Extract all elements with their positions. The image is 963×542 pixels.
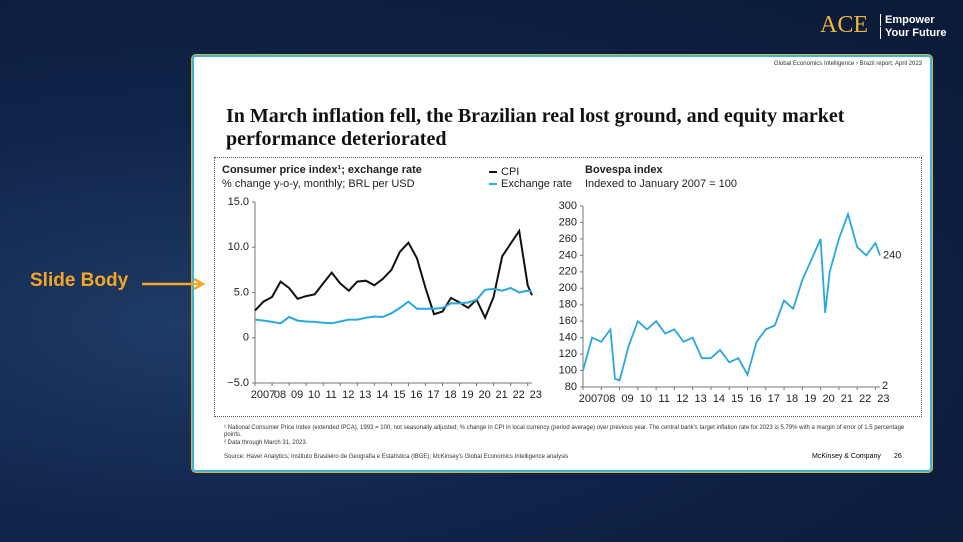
brand-tagline: Your Future [880,27,947,39]
y-tick-label: 180 [559,299,577,311]
x-tick-label: 08 [274,389,286,401]
x-tick-label: 18 [444,389,456,401]
x-tick-label: 09 [621,393,633,405]
y-tick-label: 140 [559,332,577,344]
x-tick-label: 22 [513,389,525,401]
y-tick-label: 5.0 [234,286,249,298]
x-tick-label: 20 [822,393,834,405]
footnote: ¹ National Consumer Price Index (extende… [224,425,905,438]
y-tick-label: 200 [559,282,577,294]
y-tick-label: 15.0 [228,196,249,208]
x-tick-label: 10 [308,389,320,401]
y-tick-label: 300 [559,200,577,212]
y-tick-label: 10.0 [228,241,249,253]
y-tick-label: 220 [559,266,577,278]
x-tick-label: 13 [695,393,707,405]
data-line [254,228,533,321]
end-label: 240 [883,249,901,261]
y-tick-label: 280 [559,216,577,228]
x-tick-label: 21 [841,393,853,405]
x-tick-label: 19 [461,389,473,401]
y-tick-label: 260 [559,233,577,245]
chart-title: Bovespa index [585,164,664,176]
slide-header: Global Economics Intelligence › Brazil r… [773,61,922,67]
legend-label: CPI [501,166,519,178]
x-tick-label: 11 [658,393,669,405]
x-tick-label: 15 [731,393,743,405]
y-tick-label: 100 [559,364,577,376]
chart-title: Consumer price index¹; exchange rate [222,164,422,176]
y-tick-label: −5.0 [227,377,249,389]
x-tick-label: 09 [291,389,303,401]
x-tick-label: 22 [859,393,871,405]
x-tick-label: 16 [410,389,422,401]
brand-tagline: Empower [880,14,935,26]
x-tick-label: 21 [496,389,508,401]
x-tick-label: 13 [359,389,371,401]
company: McKinsey & Company [812,453,881,460]
source: Source: Haver Analytics; Instituto Brasi… [224,454,569,460]
x-tick-label: 11 [325,389,336,401]
slide-title: In March inflation fell, the Brazilian r… [226,105,845,150]
axis-footnote: 2 [882,380,888,392]
x-tick-label: 10 [640,393,652,405]
x-tick-label: 20 [478,389,490,401]
x-tick-label: 16 [749,393,761,405]
chart-subtitle: % change y-o-y, monthly; BRL per USD [222,178,415,190]
x-tick-label: 2007 [579,393,603,405]
y-tick-label: 80 [565,381,577,393]
y-tick-label: 120 [559,348,577,360]
chart-subtitle: Indexed to January 2007 = 100 [585,178,737,190]
x-tick-label: 19 [804,393,816,405]
x-tick-label: 12 [676,393,688,405]
x-tick-label: 12 [342,389,354,401]
x-tick-label: 08 [603,393,615,405]
x-tick-label: 15 [393,389,405,401]
x-tick-label: 18 [786,393,798,405]
brand-logo: ACE [820,12,868,38]
slide: Global Economics Intelligence › Brazil r… [192,55,932,472]
chart-frame [214,157,922,417]
y-tick-label: 160 [559,315,577,327]
x-tick-label: 23 [877,393,889,405]
x-tick-label: 17 [768,393,780,405]
x-tick-label: 2007 [251,389,275,401]
y-tick-label: 0 [243,332,249,344]
x-tick-label: 14 [376,389,388,401]
data-line [582,211,881,382]
annotation-label: Slide Body [30,270,129,291]
page-number: 26 [894,453,902,460]
annotation-arrow [142,277,206,291]
x-tick-label: 14 [713,393,725,405]
data-line [254,286,533,325]
footnote: ² Data through March 31, 2023. [224,440,308,446]
legend-label: Exchange rate [501,178,572,190]
y-tick-label: 240 [559,249,577,261]
x-tick-label: 17 [427,389,439,401]
x-tick-label: 23 [530,389,542,401]
